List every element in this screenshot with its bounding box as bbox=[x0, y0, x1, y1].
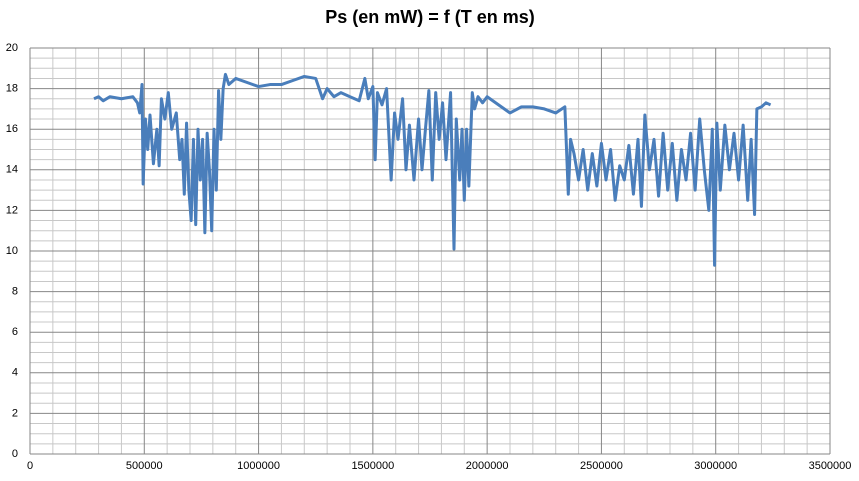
y-tick-label: 6 bbox=[12, 326, 18, 338]
x-tick-label: 3500000 bbox=[809, 460, 852, 472]
x-tick-label: 1500000 bbox=[351, 460, 394, 472]
y-tick-label: 0 bbox=[12, 448, 18, 460]
chart-title: Ps (en mW) = f (T en ms) bbox=[325, 7, 535, 27]
y-tick-label: 2 bbox=[12, 407, 18, 419]
x-tick-label: 500000 bbox=[126, 460, 163, 472]
y-tick-label: 10 bbox=[6, 245, 18, 257]
y-tick-label: 12 bbox=[6, 204, 18, 216]
y-tick-label: 16 bbox=[6, 123, 18, 135]
y-tick-label: 8 bbox=[12, 286, 18, 298]
data-line bbox=[93, 72, 772, 267]
y-tick-label: 4 bbox=[12, 367, 18, 379]
y-tick-label: 14 bbox=[6, 164, 18, 176]
x-tick-label: 1000000 bbox=[237, 460, 280, 472]
x-tick-label: 2500000 bbox=[580, 460, 623, 472]
y-tick-label: 20 bbox=[6, 42, 18, 54]
y-tick-label: 18 bbox=[6, 83, 18, 95]
x-tick-label: 0 bbox=[27, 460, 33, 472]
x-tick-label: 3000000 bbox=[694, 460, 737, 472]
x-tick-label: 2000000 bbox=[466, 460, 509, 472]
